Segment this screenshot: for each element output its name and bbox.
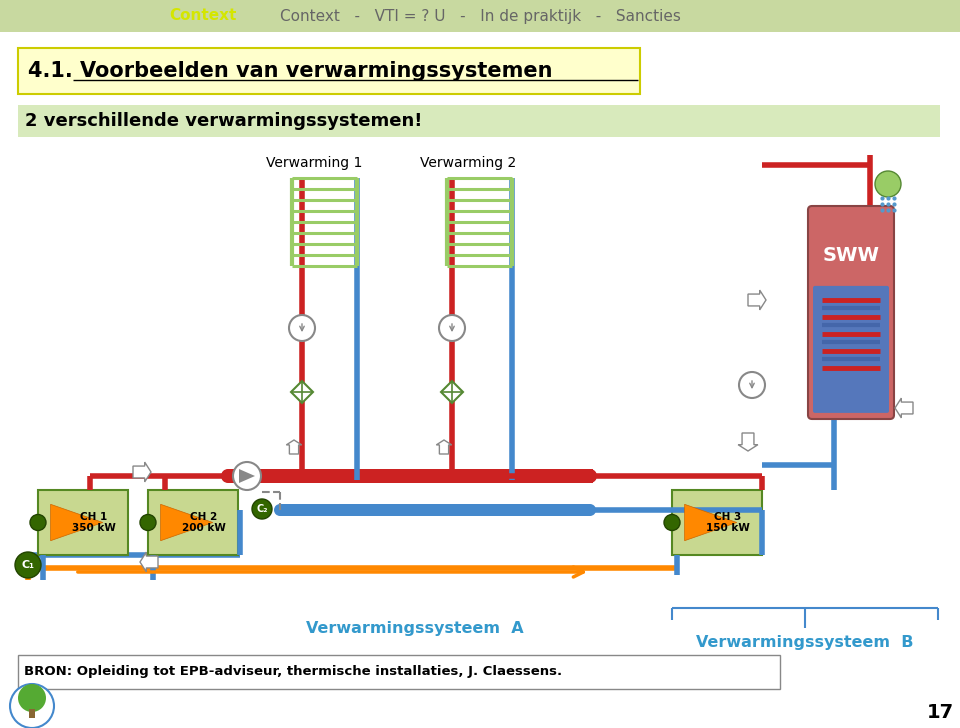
Text: Context   -   VTI = ? U   -   In de praktijk   -   Sancties: Context - VTI = ? U - In de praktijk - S… [279, 9, 681, 23]
Bar [228, 469, 593, 483]
Polygon shape [441, 381, 463, 403]
Circle shape [140, 515, 156, 531]
Bar [38, 490, 128, 555]
Circle shape [583, 469, 597, 483]
Circle shape [18, 684, 46, 712]
FancyBboxPatch shape [808, 206, 894, 419]
Text: Verwarmingssysteem  A: Verwarmingssysteem A [306, 620, 524, 636]
Text: Verwarmingssysteem  B: Verwarmingssysteem B [696, 635, 914, 649]
Text: 2 verschillende verwarmingssystemen!: 2 verschillende verwarmingssystemen! [25, 112, 422, 130]
Text: Context: Context [169, 9, 237, 23]
Circle shape [289, 315, 315, 341]
Circle shape [15, 552, 41, 578]
Circle shape [584, 504, 596, 516]
Bar [29, 709, 35, 718]
Circle shape [875, 171, 901, 197]
Circle shape [10, 684, 54, 728]
Text: SWW: SWW [823, 245, 879, 264]
Text: CH 2
200 kW: CH 2 200 kW [181, 512, 226, 534]
Circle shape [252, 499, 272, 519]
Bar [280, 504, 590, 516]
Polygon shape [748, 290, 766, 310]
Text: Verwarming 2: Verwarming 2 [420, 156, 516, 170]
Circle shape [30, 515, 46, 531]
Text: CH 3
150 kW: CH 3 150 kW [706, 512, 750, 534]
Circle shape [233, 462, 261, 490]
Circle shape [739, 372, 765, 398]
Polygon shape [239, 469, 255, 483]
Text: 4.1. Voorbeelden van verwarmingssystemen: 4.1. Voorbeelden van verwarmingssystemen [28, 61, 553, 81]
Polygon shape [286, 440, 301, 454]
Polygon shape [160, 505, 213, 541]
Text: 17: 17 [926, 703, 953, 721]
Polygon shape [140, 552, 158, 572]
Text: C₁: C₁ [21, 560, 35, 570]
Bar [0, 0, 960, 32]
Circle shape [439, 315, 465, 341]
Circle shape [664, 515, 680, 531]
Bar [672, 490, 762, 555]
Polygon shape [684, 505, 737, 541]
Text: CH 1
350 kW: CH 1 350 kW [72, 512, 116, 534]
Polygon shape [51, 505, 103, 541]
Circle shape [221, 469, 235, 483]
Polygon shape [436, 440, 452, 454]
Bar [18, 48, 640, 94]
Text: C₂: C₂ [256, 504, 268, 514]
Polygon shape [133, 462, 151, 482]
Circle shape [274, 504, 286, 516]
Polygon shape [738, 433, 757, 451]
Text: Verwarming 1: Verwarming 1 [266, 156, 362, 170]
Text: BRON: Opleiding tot EPB-adviseur, thermische installaties, J. Claessens.: BRON: Opleiding tot EPB-adviseur, thermi… [24, 665, 563, 678]
Polygon shape [895, 398, 913, 418]
Bar [18, 105, 940, 137]
Polygon shape [291, 381, 313, 403]
FancyBboxPatch shape [813, 286, 889, 413]
Bar [148, 490, 238, 555]
Bar [18, 655, 780, 689]
